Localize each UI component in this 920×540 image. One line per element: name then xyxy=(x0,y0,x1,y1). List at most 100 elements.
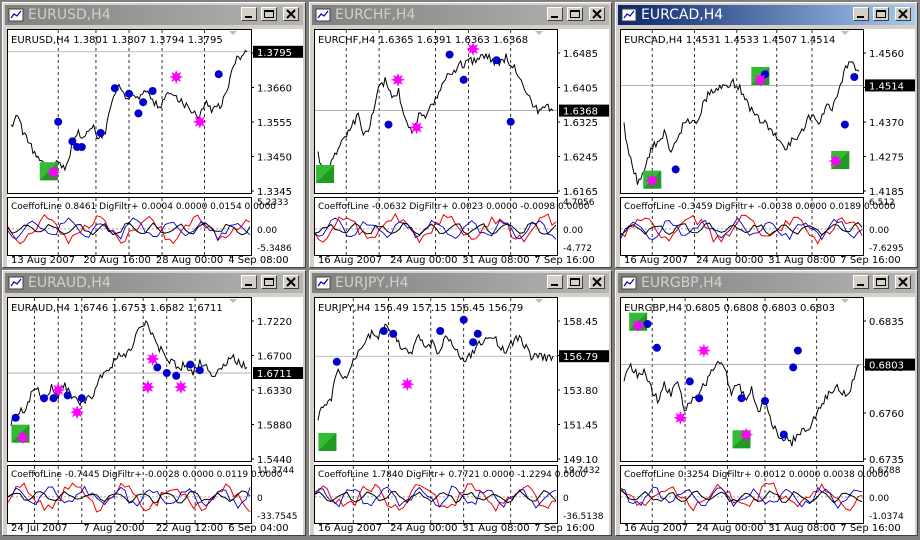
bearish-point xyxy=(753,72,768,87)
title-bar[interactable]: EURGBP,H4 xyxy=(618,273,915,293)
indicator-tick: -4.772 xyxy=(563,244,592,254)
maximize-button[interactable] xyxy=(261,275,277,289)
close-icon xyxy=(898,9,908,19)
current-price-box xyxy=(253,45,303,58)
close-button[interactable] xyxy=(895,7,911,21)
price-tick: 1.3555 xyxy=(257,118,292,129)
title-bar[interactable]: EURCHF,H4 xyxy=(312,5,609,25)
date-tick: 16 Aug 2007 xyxy=(624,255,688,266)
chart-shift-marker xyxy=(841,299,849,303)
price-tick: 1.4560 xyxy=(869,49,904,60)
current-price-label: 1.3795 xyxy=(257,48,292,59)
chart-window-eurusd[interactable]: EURUSD,H4 EURUSD,H4 1.3801 1.3807 1.3794 … xyxy=(2,2,306,268)
minimize-button[interactable] xyxy=(547,275,563,289)
indicator-tick: 0 xyxy=(563,494,569,504)
date-tick: 7 Aug 20:00 xyxy=(83,523,144,534)
indicator-tick: 0.00 xyxy=(869,494,889,504)
chart-area[interactable]: EURCAD,H4 1.4531 1.4533 1.4507 1.4514 1.4… xyxy=(620,29,915,267)
close-icon xyxy=(286,277,296,287)
indicator-tick: -5.3486 xyxy=(257,244,292,254)
indicator-info: CoeffofLine -0.3459 DigFiltr+ -0.0038 0.… xyxy=(624,202,896,212)
close-icon xyxy=(592,277,602,287)
bullish-point xyxy=(506,117,515,126)
indicator-tick: -7.6295 xyxy=(869,244,904,254)
bearish-point xyxy=(15,430,30,445)
date-tick: 16 Aug 2007 xyxy=(318,523,382,534)
maximize-button[interactable] xyxy=(567,7,583,21)
title-bar[interactable]: EURJPY,H4 xyxy=(312,273,609,293)
price-tick: 153.80 xyxy=(563,386,598,397)
current-price-label: 1.6368 xyxy=(563,107,598,118)
date-tick: 24 Aug 00:00 xyxy=(696,523,763,534)
chart-info: EURAUD,H4 1.6746 1.6753 1.6682 1.6711 xyxy=(11,303,223,314)
chart-area[interactable]: EURUSD,H4 1.3801 1.3807 1.3794 1.3795 1.3… xyxy=(7,29,303,267)
close-button[interactable] xyxy=(589,275,605,289)
title-bar[interactable]: EURUSD,H4 xyxy=(5,5,303,25)
close-button[interactable] xyxy=(283,7,299,21)
coeff-line xyxy=(7,490,251,504)
chart-window-icon[interactable] xyxy=(621,8,637,22)
chart-window-eurchf[interactable]: EURCHF,H4 EURCHF,H4 1.6365 1.6391 1.6363 … xyxy=(309,2,612,268)
maximize-button[interactable] xyxy=(873,275,889,289)
title-bar[interactable]: EURCAD,H4 xyxy=(618,5,915,25)
chart-shift-marker xyxy=(535,31,543,35)
chart-window-eurjpy[interactable]: EURJPY,H4 EURJPY,H4 156.49 157.15 156.45 … xyxy=(309,270,612,536)
chart-window-icon[interactable] xyxy=(621,276,637,290)
minimize-button[interactable] xyxy=(853,275,869,289)
price-tick: 1.3450 xyxy=(257,153,292,164)
digfiltr-line xyxy=(620,217,863,241)
maximize-icon xyxy=(570,278,580,286)
current-price-box xyxy=(559,104,609,117)
bearish-point xyxy=(390,72,405,87)
bullish-point xyxy=(214,70,223,79)
bullish-point xyxy=(737,394,746,403)
minimize-button[interactable] xyxy=(853,7,869,21)
minimize-button[interactable] xyxy=(547,7,563,21)
window-title: EURJPY,H4 xyxy=(335,275,409,291)
date-tick: 24 Jul 2007 xyxy=(11,523,68,534)
price-tick: 1.4185 xyxy=(869,187,904,198)
chart-area[interactable]: EURCHF,H4 1.6365 1.6391 1.6363 1.6368 1.6… xyxy=(314,29,609,267)
price-tick: 1.7220 xyxy=(257,317,292,328)
bullish-point xyxy=(77,143,86,151)
title-bar[interactable]: EURAUD,H4 xyxy=(5,273,303,293)
indicator-tick: 6.512 xyxy=(869,198,895,208)
close-button[interactable] xyxy=(895,275,911,289)
chart-area[interactable]: EURAUD,H4 1.6746 1.6753 1.6682 1.6711 1.7… xyxy=(7,297,303,535)
maximize-button[interactable] xyxy=(261,7,277,21)
chart-window-euraud[interactable]: EURAUD,H4 EURAUD,H4 1.6746 1.6753 1.6682 … xyxy=(2,270,306,536)
indicator-tick: 0.00 xyxy=(563,226,583,236)
chart-window-eurgbp[interactable]: EURGBP,H4 EURGBP,H4 0.6805 0.6808 0.6803 … xyxy=(615,270,918,536)
bullish-point xyxy=(459,315,468,324)
bullish-point xyxy=(49,394,58,403)
chart-shift-marker xyxy=(229,299,237,303)
close-button[interactable] xyxy=(589,7,605,21)
chart-info: EURJPY,H4 156.49 157.15 156.45 156.79 xyxy=(318,303,523,314)
bearish-point xyxy=(673,410,688,425)
bullish-point xyxy=(11,413,20,422)
price-tick: 1.6325 xyxy=(563,118,598,129)
bullish-point xyxy=(77,394,86,403)
chart-window-icon[interactable] xyxy=(315,8,331,22)
maximize-button[interactable] xyxy=(567,275,583,289)
chart-window-icon[interactable] xyxy=(8,276,24,290)
window-title: EURCHF,H4 xyxy=(335,7,416,23)
chart-area[interactable]: EURGBP,H4 0.6805 0.6808 0.6803 0.6803 0.6… xyxy=(620,297,915,535)
maximize-icon xyxy=(264,10,274,18)
chart-window-eurcad[interactable]: EURCAD,H4 EURCAD,H4 1.4531 1.4533 1.4507 … xyxy=(615,2,918,268)
chart-info: EURCHF,H4 1.6365 1.6391 1.6363 1.6368 xyxy=(318,35,528,46)
close-button[interactable] xyxy=(283,275,299,289)
price-tick: 1.4275 xyxy=(869,153,904,164)
minimize-button[interactable] xyxy=(241,275,257,289)
chart-window-icon[interactable] xyxy=(8,8,24,22)
maximize-button[interactable] xyxy=(873,7,889,21)
current-price-box xyxy=(865,79,915,92)
chart-area[interactable]: EURJPY,H4 156.49 157.15 156.45 156.79 158… xyxy=(314,297,609,535)
digfiltr-line xyxy=(314,217,557,240)
date-tick: 16 Aug 2007 xyxy=(318,255,382,266)
bullish-point xyxy=(148,87,157,95)
minimize-button[interactable] xyxy=(241,7,257,21)
close-icon xyxy=(286,9,296,19)
bullish-point xyxy=(850,73,859,81)
chart-window-icon[interactable] xyxy=(315,276,331,290)
